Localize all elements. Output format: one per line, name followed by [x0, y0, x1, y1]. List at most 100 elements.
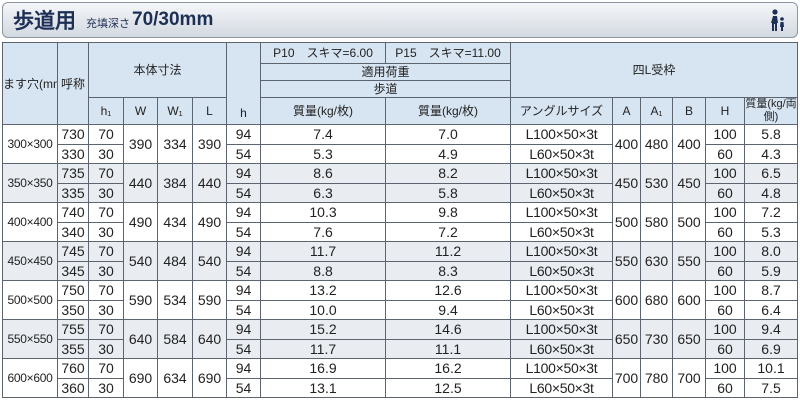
angle-size: L100×50×3t — [510, 124, 614, 145]
angle-size: L60×50×3t — [510, 143, 614, 164]
frame-h: 100 — [705, 202, 746, 223]
h-value: 54 — [226, 299, 262, 320]
h1: 30 — [88, 182, 124, 203]
mass-p10: 8.8 — [260, 260, 387, 281]
l-value: 390 — [191, 124, 228, 164]
mass-p10: 16.9 — [260, 358, 387, 379]
w1-value: 434 — [157, 202, 193, 242]
column-header: A₁ — [640, 97, 674, 125]
h-value: 94 — [226, 280, 262, 301]
angle-size: L60×50×3t — [510, 377, 614, 398]
h-value: 54 — [226, 260, 262, 281]
column-header: B — [672, 97, 707, 125]
frame-mass: 10.1 — [744, 358, 799, 379]
w-value: 640 — [123, 319, 158, 359]
table-row: 350×350 735 70 440 384 440 94 8.6 8.2 L100×50×3t 4… — [2, 163, 799, 203]
hole-size: 450×450 — [2, 241, 58, 281]
b-value: 400 — [672, 124, 707, 164]
column-header: W₁ — [157, 97, 193, 125]
w1-value: 334 — [157, 124, 193, 164]
b-value: 600 — [672, 280, 707, 320]
a-value: 650 — [612, 319, 642, 359]
h-value: 54 — [226, 143, 262, 164]
title-bar: 歩道用 充填深さ 70/30mm — [2, 2, 798, 38]
frame-h: 60 — [705, 338, 746, 359]
mass-p10: 13.1 — [260, 377, 387, 398]
frame-h: 60 — [705, 377, 746, 398]
table-row: 335 30 54 6.3 5.8 L60×50×3t 60 4.8 — [3, 182, 799, 203]
frame-mass: 6.5 — [744, 163, 799, 184]
column-header: 質量(kg/枚) — [260, 97, 387, 125]
depth-value: 70/30mm — [132, 9, 214, 30]
table-row: 適用荷重 — [3, 63, 798, 81]
angle-size: L100×50×3t — [510, 358, 614, 379]
table-row: 300×300 730 70 390 334 390 94 7.4 7.0 L100×50×3t 4… — [2, 124, 799, 164]
table-row: 550×550 755 70 640 584 640 94 15.2 14.6 L100×50×3… — [2, 319, 799, 359]
mass-p10: 13.2 — [260, 280, 387, 301]
angle-size: L60×50×3t — [510, 221, 614, 242]
w1-value: 634 — [157, 358, 193, 398]
column-header: H — [705, 97, 746, 125]
h1: 30 — [88, 338, 124, 359]
h1: 70 — [88, 241, 124, 262]
mass-p15: 14.6 — [385, 319, 512, 340]
frame-mass: 4.8 — [744, 182, 799, 203]
angle-size: L100×50×3t — [510, 319, 614, 340]
a1-value: 680 — [640, 280, 674, 320]
w-value: 540 — [123, 241, 158, 281]
frame-mass: 6.9 — [744, 338, 799, 359]
frame-mass: 5.8 — [744, 124, 799, 145]
l-value: 590 — [191, 280, 228, 320]
column-header: 歩道 — [260, 80, 512, 98]
w-value: 690 — [123, 358, 158, 398]
l-value: 540 — [191, 241, 228, 281]
mass-p15: 11.1 — [385, 338, 512, 359]
h1: 30 — [88, 260, 124, 281]
table-row: 歩道 — [3, 80, 798, 98]
frame-h: 100 — [705, 163, 746, 184]
call-name: 760 — [57, 358, 89, 379]
h-value: 94 — [226, 319, 262, 340]
column-header: h — [226, 42, 262, 125]
mass-p10: 10.0 — [260, 299, 387, 320]
column-header: 呼称 — [57, 42, 89, 125]
angle-size: L60×50×3t — [510, 299, 614, 320]
w-value: 590 — [123, 280, 158, 320]
table-row: 500×500 750 70 590 534 590 94 13.2 12.6 L100×50×3… — [2, 280, 799, 320]
h1: 70 — [88, 319, 124, 340]
frame-h: 60 — [705, 260, 746, 281]
h1: 30 — [88, 221, 124, 242]
frame-mass: 8.0 — [744, 241, 799, 262]
mass-p15: 8.2 — [385, 163, 512, 184]
w1-value: 484 — [157, 241, 193, 281]
h-value: 54 — [226, 377, 262, 398]
call-name: 335 — [57, 182, 89, 203]
angle-size: L60×50×3t — [510, 260, 614, 281]
frame-h: 60 — [705, 299, 746, 320]
h-value: 54 — [226, 221, 262, 242]
mass-p10: 11.7 — [260, 338, 387, 359]
mass-p15: 7.2 — [385, 221, 512, 242]
frame-mass: 9.4 — [744, 319, 799, 340]
h1: 30 — [88, 143, 124, 164]
mass-p10: 11.7 — [260, 241, 387, 262]
hole-size: 350×350 — [2, 163, 58, 203]
call-name: 750 — [57, 280, 89, 301]
a1-value: 630 — [640, 241, 674, 281]
angle-size: L100×50×3t — [510, 202, 614, 223]
b-value: 700 — [672, 358, 707, 398]
b-value: 500 — [672, 202, 707, 242]
angle-size: L100×50×3t — [510, 280, 614, 301]
frame-mass: 7.2 — [744, 202, 799, 223]
a-value: 550 — [612, 241, 642, 281]
h1: 30 — [88, 299, 124, 320]
call-name: 330 — [57, 143, 89, 164]
column-header: W — [123, 97, 158, 125]
column-header: L — [191, 97, 228, 125]
frame-mass: 4.3 — [744, 143, 799, 164]
hole-size: 600×600 — [2, 358, 58, 398]
w1-value: 534 — [157, 280, 193, 320]
hole-size: 400×400 — [2, 202, 58, 242]
